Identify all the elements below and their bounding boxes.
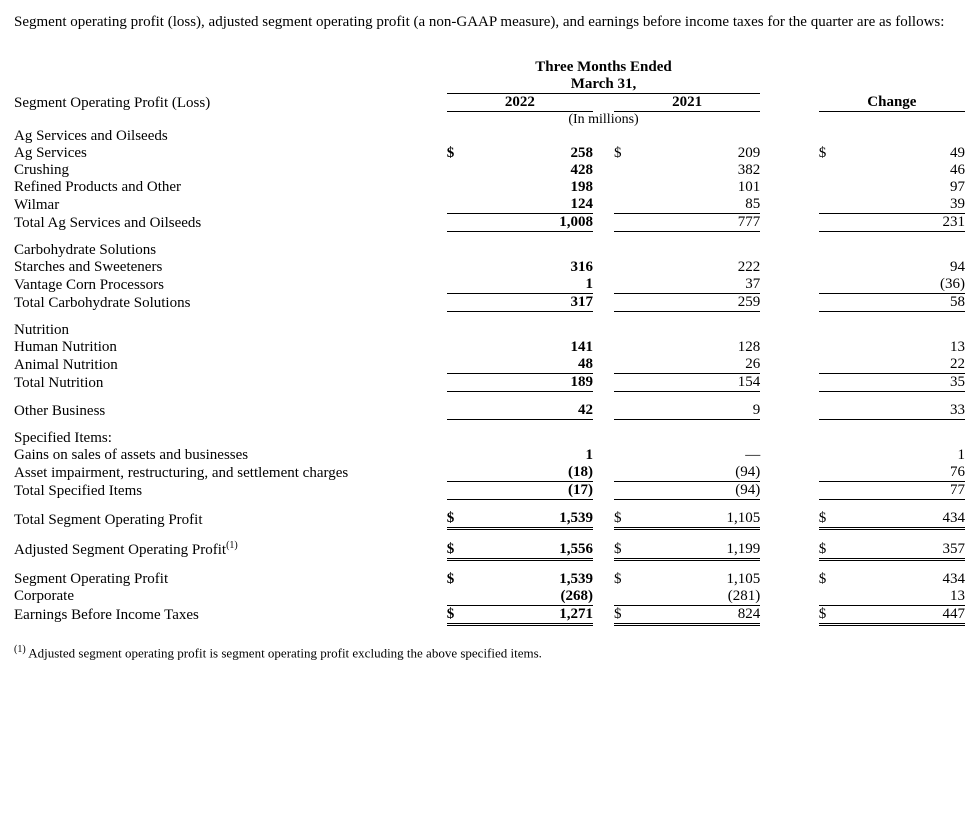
group-title-specified: Specified Items: <box>14 430 447 447</box>
total-segment-operating-profit-row: Total Segment Operating Profit $ 1,539 $… <box>14 510 965 529</box>
financial-table-page: Segment operating profit (loss), adjuste… <box>0 0 977 681</box>
units-label: (In millions) <box>447 112 760 129</box>
table-row: Wilmar 124 85 39 <box>14 196 965 214</box>
group-title-ag: Ag Services and Oilseeds <box>14 128 447 145</box>
table-row-total: Total Ag Services and Oilseeds 1,008 777… <box>14 214 965 232</box>
table-row: Human Nutrition 141 128 13 <box>14 339 965 356</box>
intro-paragraph: Segment operating profit (loss), adjuste… <box>14 14 965 31</box>
col-header-2022: 2022 <box>447 94 593 112</box>
table-row: Starches and Sweeteners 316 222 94 <box>14 259 965 276</box>
footnote: (1) Adjusted segment operating profit is… <box>14 644 965 661</box>
col-header-change: Change <box>819 94 965 112</box>
group-title-carb: Carbohydrate Solutions <box>14 242 447 259</box>
footnote-text: Adjusted segment operating profit is seg… <box>26 645 542 660</box>
table-row-total: Total Carbohydrate Solutions 317 259 58 <box>14 294 965 312</box>
segment-operating-profit-row: Segment Operating Profit $ 1,539 $ 1,105… <box>14 571 965 588</box>
col-header-2021: 2021 <box>614 94 760 112</box>
table-row: Ag Services $ 258 $ 209 $ 49 <box>14 145 965 162</box>
other-business-label: Other Business <box>14 402 447 420</box>
table-row: Other Business 42 9 33 <box>14 402 965 420</box>
table-row: Vantage Corn Processors 1 37 (36) <box>14 276 965 294</box>
table-row: Asset impairment, restructuring, and set… <box>14 464 965 482</box>
earnings-before-income-taxes-row: Earnings Before Income Taxes $ 1,271 $ 8… <box>14 605 965 624</box>
table-title: Segment Operating Profit (Loss) <box>14 94 447 112</box>
footnote-marker: (1) <box>14 644 26 655</box>
group-title-nutrition: Nutrition <box>14 322 447 339</box>
table-row: Animal Nutrition 48 26 22 <box>14 356 965 374</box>
table-row: Crushing 428 382 46 <box>14 162 965 179</box>
table-row-total: Total Nutrition 189 154 35 <box>14 374 965 392</box>
period-sub: March 31, <box>447 76 760 94</box>
table-row-total: Total Specified Items (17) (94) 77 <box>14 482 965 500</box>
corporate-row: Corporate (268) (281) 13 <box>14 588 965 606</box>
period-label: Three Months Ended <box>447 59 760 76</box>
table-row: Gains on sales of assets and businesses … <box>14 447 965 464</box>
segment-profit-table: Three Months Ended March 31, Segment Ope… <box>14 59 965 626</box>
adjusted-segment-operating-profit-row: Adjusted Segment Operating Profit(1) $ 1… <box>14 540 965 559</box>
table-row: Refined Products and Other 198 101 97 <box>14 179 965 196</box>
